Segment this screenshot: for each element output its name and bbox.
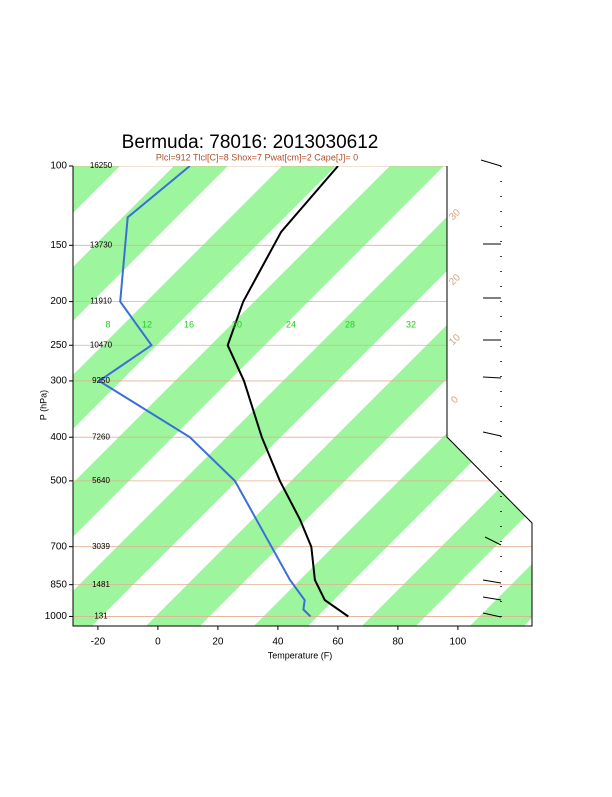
isotherm-band [469,166,532,626]
y-tick-label: 1000 [45,611,68,622]
height-label: 3039 [92,542,110,551]
height-label: 11910 [90,297,112,306]
height-label: 1481 [92,580,110,589]
background [0,166,612,626]
height-label: 16250 [90,161,113,170]
mixing-ratio-label: 16 [184,319,194,329]
isotherm-band [361,166,532,626]
height-label: 13730 [90,240,113,249]
x-tick-label: 80 [392,637,404,648]
x-tick-label: 20 [212,637,224,648]
y-axis-label: P (hPa) [38,390,48,420]
mixing-ratio-label: 32 [406,319,416,329]
isotherm-band [0,166,12,626]
mixing-ratio-label: 20 [232,319,242,329]
isotherm-band [73,166,532,626]
theta-label: 20 [447,272,463,288]
height-label: 7260 [92,432,110,441]
y-tick-label: 100 [50,161,67,172]
x-tick-label: 40 [272,637,284,648]
y-tick-label: 150 [50,240,67,251]
profile-line [97,166,312,618]
theta-label: 0 [449,394,461,406]
mixing-ratio-label: 28 [345,319,355,329]
mixing-ratio-label: 12 [142,319,152,329]
plot-frame [72,166,533,627]
isotherm-band [578,166,612,626]
theta-label: 10 [447,332,463,348]
profiles [97,166,349,618]
y-tick-label: 250 [50,340,67,351]
height-label: 10470 [90,340,113,349]
x-axis-label: Temperature (F) [268,650,333,660]
mixing-ratio-label: 8 [105,319,110,329]
chart-subtitle: Plcl=912 Tlcl[C]=8 Shox=7 Pwat[cm]=2 Cap… [156,152,358,162]
y-tick-label: 850 [50,579,67,590]
theta-label: 30 [447,207,463,223]
chart-title: Bermuda: 78016: 2013030612 [122,132,379,153]
y-tick-label: 500 [50,475,67,486]
y-tick-label: 200 [50,296,67,307]
isotherm-band [73,166,444,626]
y-tick-label: 700 [50,541,67,552]
profile-line [226,166,349,618]
mixing-ratio-label: 24 [286,319,296,329]
y-tick-label: 400 [50,432,67,443]
height-label: 5640 [92,476,110,485]
x-tick-label: -20 [91,637,106,648]
wind-column [480,159,502,618]
isotherm-band [73,166,228,626]
y-tick-label: 300 [50,376,67,387]
isotherm-band [73,166,336,626]
x-tick-label: 100 [450,637,467,648]
height-label: 131 [94,612,108,621]
x-tick-label: 0 [155,637,161,648]
height-label: 9250 [92,376,110,385]
x-tick-label: 60 [332,637,344,648]
